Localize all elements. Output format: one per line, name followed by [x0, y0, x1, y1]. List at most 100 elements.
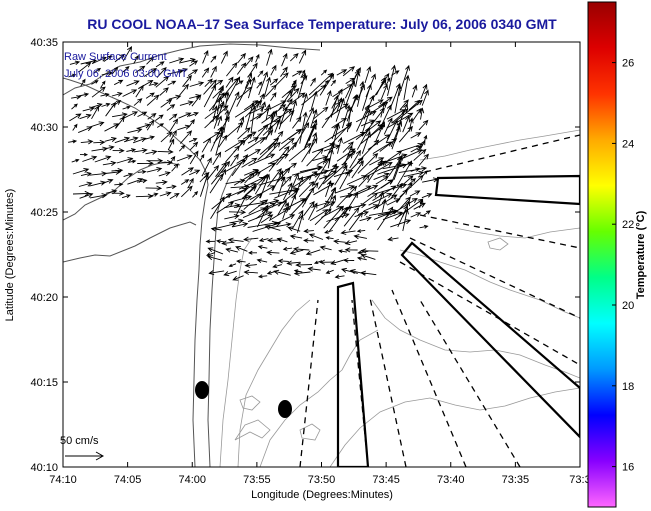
current-vector — [286, 87, 300, 103]
current-vector — [258, 237, 269, 243]
current-vector — [146, 56, 155, 65]
current-vector — [157, 149, 174, 155]
current-vector — [257, 245, 268, 250]
current-vector — [169, 129, 177, 142]
current-vector — [79, 113, 92, 120]
current-vector — [342, 66, 356, 77]
annotation-line2: July 06, 2006 03:00 GMT — [64, 68, 188, 80]
current-vector — [155, 61, 165, 68]
current-vector — [419, 107, 425, 120]
current-vector — [160, 131, 173, 143]
colorbar-tick-label: 24 — [622, 138, 634, 150]
current-vector — [410, 132, 422, 139]
current-vector — [243, 269, 258, 275]
current-vector — [273, 269, 291, 276]
current-vector — [282, 202, 290, 220]
current-vector — [281, 52, 288, 67]
current-vector — [389, 197, 418, 216]
current-vector — [104, 136, 118, 142]
current-vector — [203, 84, 216, 108]
y-tick-label: 40:30 — [30, 122, 58, 134]
current-vector — [155, 75, 170, 88]
current-vector — [179, 83, 189, 96]
current-vector — [398, 125, 413, 143]
current-vector — [236, 259, 246, 264]
current-vector — [418, 119, 429, 131]
current-vector — [310, 77, 316, 87]
current-vector — [217, 115, 223, 127]
current-vector — [169, 113, 178, 121]
current-vector — [188, 111, 199, 117]
x-tick-label: 73:45 — [372, 474, 400, 486]
current-vector — [272, 264, 283, 269]
current-vector — [243, 192, 263, 210]
current-vector — [116, 157, 134, 164]
current-vector — [148, 82, 159, 87]
current-vector — [149, 192, 159, 197]
current-vector — [113, 79, 124, 86]
current-vector — [188, 138, 198, 143]
current-vector — [264, 141, 281, 159]
current-vector — [136, 178, 148, 184]
current-vector — [93, 139, 106, 145]
current-vector — [179, 130, 193, 144]
current-vector — [259, 173, 270, 199]
current-vector — [341, 152, 354, 166]
current-vector — [325, 236, 334, 240]
current-vector — [257, 142, 277, 161]
current-vector — [344, 240, 358, 246]
current-vector — [101, 178, 114, 185]
current-vector — [319, 245, 332, 251]
current-vector — [133, 98, 143, 106]
x-tick-label: 74:10 — [49, 474, 77, 486]
current-vector — [323, 205, 344, 229]
current-vector — [215, 161, 227, 178]
current-vector — [256, 81, 263, 89]
current-vector — [361, 131, 371, 154]
x-tick-label: 73:3 — [569, 474, 590, 486]
current-vector — [399, 174, 424, 198]
current-vector — [265, 125, 273, 141]
current-vector — [328, 206, 348, 233]
current-vector — [244, 137, 266, 152]
current-vector — [334, 185, 355, 194]
current-vector — [224, 122, 244, 140]
current-vector — [91, 102, 103, 108]
current-vector — [146, 94, 160, 106]
current-vector — [266, 249, 280, 256]
current-vector — [114, 182, 124, 187]
current-vector — [398, 166, 428, 174]
current-vector — [278, 90, 292, 111]
current-vector — [201, 67, 210, 78]
current-vector — [275, 72, 289, 86]
current-vector — [258, 71, 269, 96]
current-vector — [104, 123, 120, 132]
current-vector — [367, 159, 383, 183]
current-vector — [244, 172, 255, 184]
current-vector — [126, 148, 137, 153]
colorbar-ticks: 26 24 22 20 18 16 — [612, 58, 634, 474]
y-tick-labels: 40:35 40:30 40:25 40:20 40:15 40:10 — [30, 37, 580, 474]
current-vector — [356, 126, 370, 150]
current-vector — [225, 76, 241, 103]
current-vector — [68, 139, 78, 144]
current-vector — [199, 173, 209, 197]
current-vector — [261, 101, 267, 113]
current-vector — [248, 250, 257, 255]
current-vector — [397, 103, 408, 129]
current-vector — [202, 49, 209, 64]
current-vector — [121, 111, 139, 120]
current-vector — [187, 177, 194, 188]
x-tick-label: 74:00 — [178, 474, 206, 486]
current-vector — [72, 168, 90, 175]
current-vector — [288, 172, 299, 196]
current-vector — [303, 238, 315, 243]
current-vector — [390, 120, 403, 148]
current-vector — [236, 148, 261, 164]
current-vector — [226, 62, 238, 77]
current-vector — [313, 182, 335, 196]
current-vector — [178, 144, 186, 152]
current-vector — [375, 176, 390, 185]
current-vector — [137, 169, 147, 174]
current-vector — [356, 104, 370, 132]
